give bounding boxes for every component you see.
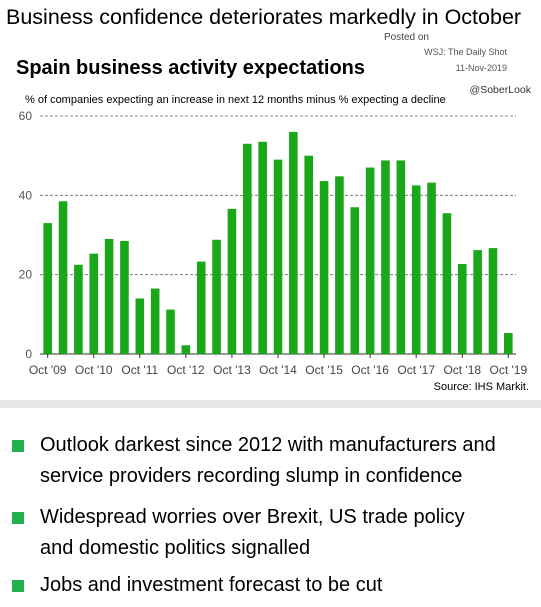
chart-subtitle: % of companies expecting an increase in … (25, 94, 446, 106)
chart-title: Spain business activity expectations (16, 57, 366, 79)
bar (242, 143, 252, 354)
bar (488, 248, 498, 354)
bar (319, 181, 329, 354)
bar (504, 332, 513, 354)
x-tick-label: Oct '16 (351, 363, 389, 377)
bar (196, 261, 206, 354)
bar (43, 223, 52, 354)
bullet-item: Widespread worries over Brexit, US trade… (12, 502, 537, 564)
bar (335, 176, 344, 354)
bar (473, 250, 482, 354)
posted-label: Posted on (383, 32, 429, 43)
x-tick-label: Oct '11 (121, 363, 158, 377)
y-tick-label: 0 (25, 347, 32, 361)
bar (104, 238, 114, 354)
bullet-text-line: Widespread worries over Brexit, US trade… (40, 506, 465, 528)
bar (442, 213, 452, 354)
attribution-handle: @SoberLook (469, 84, 531, 96)
bar (181, 345, 191, 354)
bar (304, 155, 314, 354)
y-tick-label: 40 (19, 188, 33, 202)
bar (166, 309, 175, 354)
bullet-square-icon (12, 512, 24, 524)
bullet-text: Outlook darkest since 2012 with manufact… (40, 430, 496, 492)
bullet-item: Jobs and investment forecast to be cut (12, 570, 537, 601)
bullet-text-line: Outlook darkest since 2012 with manufact… (40, 434, 496, 456)
x-tick-label: Oct '10 (75, 363, 113, 377)
bar (457, 263, 467, 354)
bar (411, 185, 421, 354)
bar (135, 298, 145, 354)
bullet-item: Outlook darkest since 2012 with manufact… (12, 430, 537, 492)
x-tick-label: Oct '13 (213, 363, 251, 377)
bar (365, 167, 375, 354)
x-tick-label: Oct '09 (29, 363, 67, 377)
bar (289, 131, 298, 354)
bar (89, 253, 99, 354)
bar (212, 239, 221, 354)
x-tick-label: Oct '19 (490, 363, 528, 377)
bullet-square-icon (12, 440, 24, 452)
bar (227, 208, 237, 354)
x-tick-label: Oct '15 (305, 363, 343, 377)
bullet-text-line: and domestic politics signalled (40, 537, 311, 559)
section-divider (0, 400, 541, 408)
chart-source-note: Source: IHS Markit. (433, 381, 529, 393)
x-tick-label: Oct '17 (397, 363, 435, 377)
bar (120, 240, 129, 354)
bullet-text-line: Jobs and investment forecast to be cut (40, 574, 383, 596)
bar (150, 288, 160, 354)
bullet-text: Widespread worries over Brexit, US trade… (40, 502, 465, 564)
bar (396, 160, 406, 354)
bar (427, 182, 436, 354)
bar (350, 207, 360, 354)
headline: Business confidence deteriorates markedl… (6, 5, 522, 29)
x-tick-label: Oct '12 (167, 363, 205, 377)
x-tick-label: Oct '14 (259, 363, 297, 377)
bar (58, 201, 68, 354)
attribution-date: 11-Nov-2019 (455, 63, 507, 73)
bar-chart: 0 20 40 60 Oct '09 Oct '10 Oct '11 Oct '12 Oct '… (19, 109, 528, 377)
x-tick-label: Oct '18 (443, 363, 481, 377)
bar (74, 264, 83, 354)
bar (258, 141, 267, 354)
bar (381, 160, 390, 354)
bar (273, 159, 283, 354)
attribution-source: WSJ: The Daily Shot (424, 47, 507, 57)
y-tick-label: 60 (19, 109, 33, 123)
bullet-text-line: service providers recording slump in con… (40, 465, 463, 487)
bullet-text: Jobs and investment forecast to be cut (40, 570, 382, 601)
y-tick-label: 20 (19, 268, 33, 282)
bullet-square-icon (12, 580, 24, 592)
